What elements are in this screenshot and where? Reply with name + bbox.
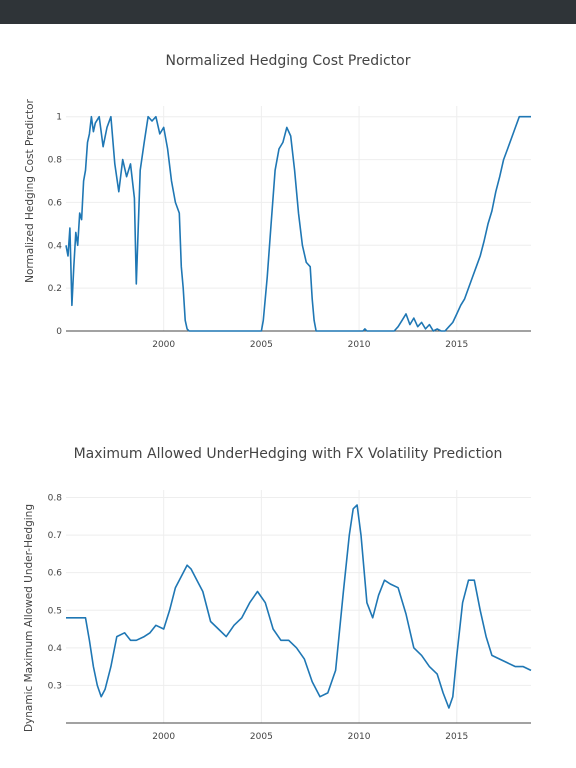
x-tick-label: 2015 — [445, 340, 468, 350]
x-tick-label: 2000 — [152, 732, 175, 742]
plot-area: 0.3 0.4 0.5 0.6 0.7 0.8 2000 2005 2010 2015 — [48, 490, 532, 742]
y-tick-label: 1 — [56, 113, 62, 123]
y-tick-label: 0.4 — [48, 644, 63, 654]
hedging-cost-chart: Normalized Hedging Cost Predictor Normal… — [0, 40, 576, 370]
chart-title: Maximum Allowed UnderHedging with FX Vol… — [73, 446, 503, 462]
y-tick-label: 0.2 — [48, 284, 62, 294]
x-tick-label: 2000 — [152, 340, 175, 350]
y-tick-label: 0 — [56, 327, 62, 337]
y-tick-label: 0.6 — [48, 569, 63, 579]
x-tick-label: 2010 — [348, 340, 371, 350]
y-tick-label: 0.5 — [48, 606, 62, 616]
x-tick-label: 2005 — [250, 732, 273, 742]
y-tick-label: 0.8 — [48, 156, 63, 166]
y-tick-label: 0.7 — [48, 531, 62, 541]
x-tick-label: 2010 — [348, 732, 371, 742]
y-tick-label: 0.6 — [48, 198, 63, 208]
y-tick-label: 0.8 — [48, 494, 63, 504]
x-tick-label: 2005 — [250, 340, 273, 350]
top-bar — [0, 0, 576, 24]
y-tick-label: 0.4 — [48, 241, 63, 251]
series-line — [66, 504, 532, 709]
chart-title: Normalized Hedging Cost Predictor — [165, 53, 411, 69]
series-line — [65, 115, 531, 332]
plot-area: 0 0.2 0.4 0.6 0.8 1 2000 2005 2010 2015 — [48, 106, 531, 350]
under-hedging-chart: Maximum Allowed UnderHedging with FX Vol… — [0, 432, 576, 762]
y-tick-label: 0.3 — [48, 681, 62, 691]
x-tick-label: 2015 — [445, 732, 468, 742]
